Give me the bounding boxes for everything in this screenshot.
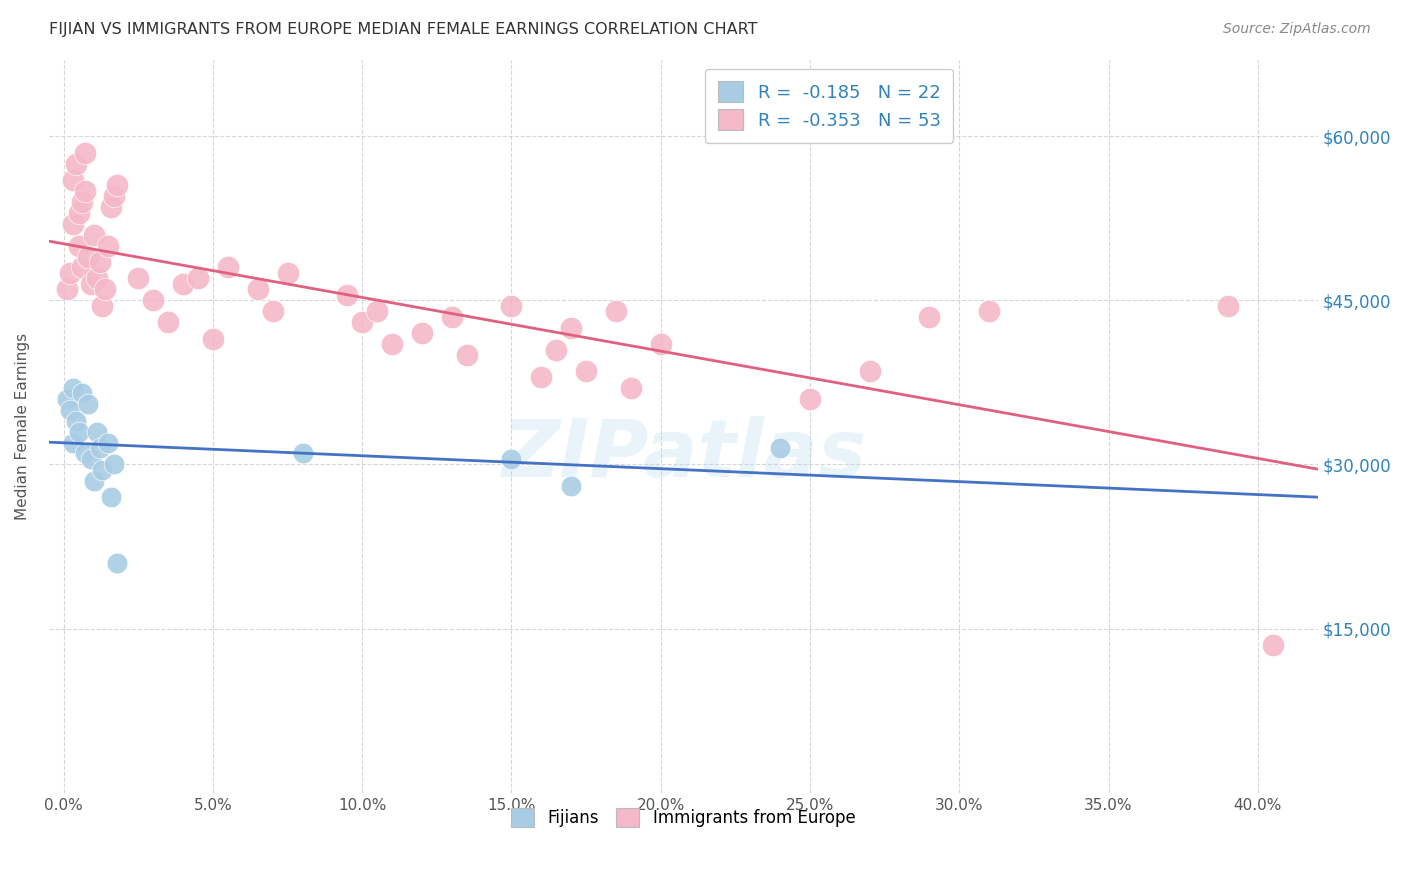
- Point: [83, 474, 105, 488]
- Point: [97, 435, 120, 450]
- Point: [73, 184, 96, 198]
- Point: [201, 332, 224, 346]
- Point: [100, 490, 122, 504]
- Point: [62, 217, 84, 231]
- Point: [605, 304, 627, 318]
- Point: [336, 288, 359, 302]
- Text: Source: ZipAtlas.com: Source: ZipAtlas.com: [1223, 22, 1371, 37]
- Point: [620, 381, 643, 395]
- Point: [70, 260, 93, 275]
- Point: [217, 260, 239, 275]
- Point: [799, 392, 821, 406]
- Point: [172, 277, 194, 291]
- Point: [91, 299, 114, 313]
- Point: [501, 452, 523, 467]
- Point: [67, 238, 90, 252]
- Point: [157, 315, 180, 329]
- Point: [89, 441, 111, 455]
- Point: [1216, 299, 1239, 313]
- Point: [366, 304, 388, 318]
- Point: [73, 446, 96, 460]
- Point: [262, 304, 284, 318]
- Point: [411, 326, 433, 340]
- Point: [352, 315, 374, 329]
- Point: [79, 277, 101, 291]
- Point: [546, 343, 568, 357]
- Point: [291, 446, 314, 460]
- Point: [769, 441, 792, 455]
- Point: [91, 463, 114, 477]
- Point: [979, 304, 1001, 318]
- Point: [70, 194, 93, 209]
- Point: [530, 370, 553, 384]
- Point: [575, 364, 598, 378]
- Point: [381, 337, 404, 351]
- Point: [55, 392, 77, 406]
- Point: [86, 425, 108, 439]
- Point: [103, 458, 125, 472]
- Point: [277, 266, 299, 280]
- Point: [62, 173, 84, 187]
- Point: [918, 310, 941, 324]
- Point: [65, 156, 87, 170]
- Point: [55, 282, 77, 296]
- Point: [100, 200, 122, 214]
- Point: [65, 414, 87, 428]
- Point: [1261, 638, 1284, 652]
- Point: [103, 189, 125, 203]
- Point: [76, 397, 98, 411]
- Point: [127, 271, 149, 285]
- Point: [440, 310, 463, 324]
- Point: [79, 452, 101, 467]
- Text: ZIPatlas: ZIPatlas: [501, 417, 866, 494]
- Point: [97, 238, 120, 252]
- Point: [859, 364, 882, 378]
- Point: [83, 227, 105, 242]
- Point: [89, 255, 111, 269]
- Point: [59, 266, 82, 280]
- Point: [501, 299, 523, 313]
- Point: [650, 337, 672, 351]
- Point: [70, 386, 93, 401]
- Point: [246, 282, 269, 296]
- Text: FIJIAN VS IMMIGRANTS FROM EUROPE MEDIAN FEMALE EARNINGS CORRELATION CHART: FIJIAN VS IMMIGRANTS FROM EUROPE MEDIAN …: [49, 22, 758, 37]
- Point: [107, 556, 129, 570]
- Point: [560, 479, 582, 493]
- Point: [187, 271, 209, 285]
- Point: [67, 425, 90, 439]
- Point: [67, 206, 90, 220]
- Point: [76, 250, 98, 264]
- Point: [94, 282, 117, 296]
- Y-axis label: Median Female Earnings: Median Female Earnings: [15, 333, 30, 520]
- Point: [86, 271, 108, 285]
- Point: [62, 381, 84, 395]
- Point: [142, 293, 165, 308]
- Point: [560, 320, 582, 334]
- Point: [456, 348, 478, 362]
- Point: [62, 435, 84, 450]
- Point: [107, 178, 129, 193]
- Point: [73, 145, 96, 160]
- Legend: Fijians, Immigrants from Europe: Fijians, Immigrants from Europe: [503, 800, 863, 836]
- Point: [59, 402, 82, 417]
